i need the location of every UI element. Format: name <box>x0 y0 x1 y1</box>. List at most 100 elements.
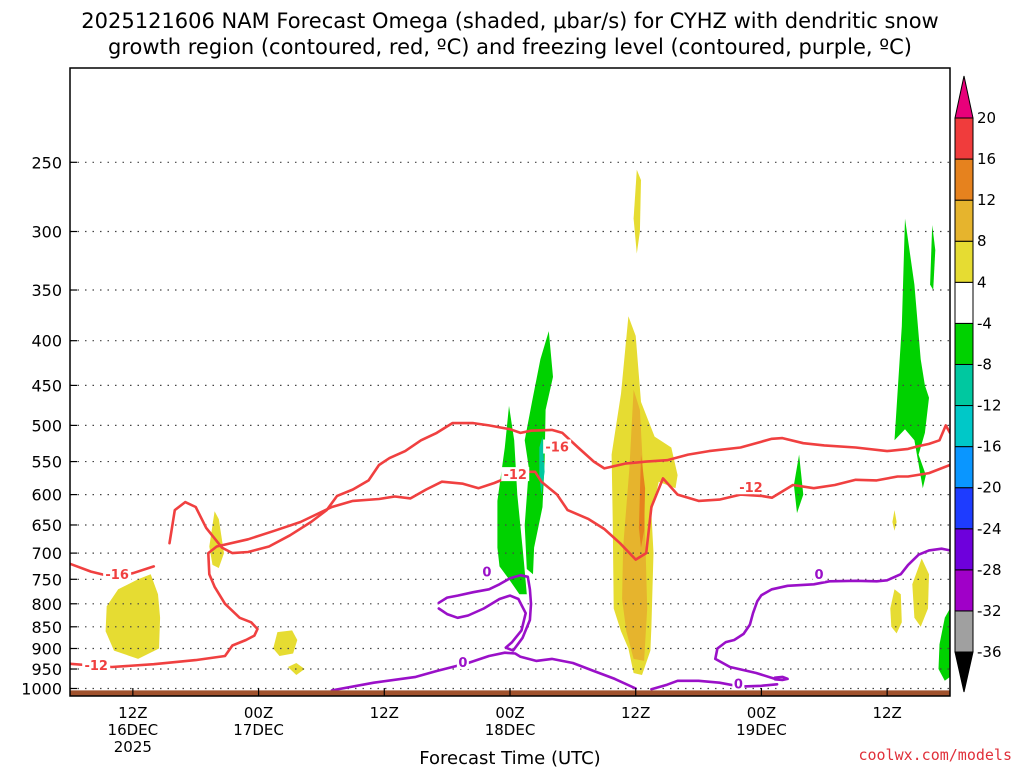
colorbar-band--4-to-4 <box>954 281 974 324</box>
colorbar-band--36-to--32 <box>954 610 974 653</box>
xtick-label-18-2: 17DEC <box>233 721 284 739</box>
xtick-label-66-2: 19DEC <box>736 721 787 739</box>
colorbar-label-4: 4 <box>977 273 987 291</box>
dgz-label-lower-minus12-bg <box>82 657 111 672</box>
fzl-label-18dec-upper: 0 <box>482 566 491 581</box>
pressure-axis: 250 300 350 400 450 500 550 600 650 700 750 800 850 9… <box>21 153 77 698</box>
colorbar-band-12-to-16 <box>954 158 974 201</box>
omega-ascent-19dec-b <box>890 589 902 634</box>
xtick-label-6-3: 2025 <box>114 738 152 756</box>
fzl-label-19dec-right: 0 <box>815 568 824 583</box>
ytick-label-500: 500 <box>31 416 62 435</box>
xtick-label-6-2: 16DEC <box>108 721 159 739</box>
ytick-label-600: 600 <box>31 486 62 505</box>
dgz-label-minus16-left: -16 <box>105 568 129 583</box>
freezing-level-18dec <box>330 651 637 692</box>
dgz-label-minus12-18dec: -12 <box>503 468 527 483</box>
xtick-label-66-1: 00Z <box>747 704 776 722</box>
chart-title-line-2: growth region (contoured, red, ºC) and f… <box>108 35 912 59</box>
ytick-label-1000: 1000 <box>21 679 62 698</box>
dgz-label-minus12-19dec-bg <box>736 480 765 495</box>
freezing-level-19dec <box>650 679 779 691</box>
colorbar-label--32: -32 <box>977 602 1002 620</box>
omega-ascent-18dec-upper <box>633 169 641 254</box>
fzl-label-18dec-lower: 0 <box>458 656 467 671</box>
colorbar-band-4-to-8 <box>954 240 974 283</box>
colorbar-label--20: -20 <box>977 479 1002 497</box>
dgz-minus12-upper <box>168 421 950 555</box>
colorbar-label--12: -12 <box>977 397 1002 415</box>
colorbar-band--20-to--16 <box>954 446 974 489</box>
xtick-label-54-1: 12Z <box>621 704 650 722</box>
colorbar-band--12-to--8 <box>954 363 974 407</box>
colorbar-band--8-to--4 <box>954 322 974 365</box>
omega-descent-19dec-d <box>938 608 950 681</box>
colorbar-label-12: 12 <box>977 191 996 209</box>
ytick-label-850: 850 <box>31 618 62 637</box>
freezing-level-18dec-loop <box>437 573 533 652</box>
ytick-label-550: 550 <box>31 453 62 472</box>
ytick-label-700: 700 <box>31 544 62 563</box>
ytick-label-950: 950 <box>31 660 62 679</box>
omega-descent-18dec-a <box>497 405 527 595</box>
dgz-label-minus16-18dec-bg <box>543 439 572 454</box>
plot-area: -12 -16 -12 -16 -12 0 0 0 0 <box>70 161 950 696</box>
ytick-label-400: 400 <box>31 332 62 351</box>
colorbar-label-16: 16 <box>977 150 996 168</box>
colorbar-label--28: -28 <box>977 561 1002 579</box>
contour-labels: -12 -16 -12 -16 -12 0 0 0 0 <box>82 439 826 693</box>
xtick-label-18-1: 00Z <box>244 704 273 722</box>
colorbar-label-8: 8 <box>977 232 987 250</box>
dgz-label-minus16-left-bg <box>103 567 132 582</box>
ytick-label-800: 800 <box>31 595 62 614</box>
xtick-label-6-1: 12Z <box>118 704 147 722</box>
plot-frame <box>69 67 951 697</box>
colorbar-label--24: -24 <box>977 520 1002 538</box>
xtick-label-42-1: 00Z <box>495 704 524 722</box>
chart-title-line-1: 2025121606 NAM Forecast Omega (shaded, μ… <box>81 9 938 33</box>
colorbar-label--16: -16 <box>977 438 1002 456</box>
fzl-label-18dec-upper-bg <box>480 564 493 579</box>
colorbar-under-arrow <box>954 651 974 693</box>
credit-link[interactable]: coolwx.com/models <box>858 746 1012 764</box>
freezing-level-19dec-loop <box>714 547 950 681</box>
freezing-level-19dec-blob <box>773 675 789 682</box>
ytick-label-350: 350 <box>31 281 62 300</box>
colorbar-band-8-to-12 <box>954 199 974 242</box>
omega-descent-19dec-c <box>930 225 936 290</box>
omega-ascent-19dec-c <box>912 558 929 627</box>
omega-descent-19dec-b <box>894 218 929 489</box>
dgz-label-minus16-18dec: -16 <box>545 441 569 456</box>
omega-descent-19dec-a <box>793 454 804 514</box>
colorbar-label--8: -8 <box>977 355 992 373</box>
xtick-label-78-1: 12Z <box>872 704 901 722</box>
dgz-label-minus12-18dec-bg <box>501 467 530 482</box>
ytick-label-250: 250 <box>31 153 62 172</box>
omega-ascent-18dec-peak <box>638 454 646 548</box>
x-axis-label: Forecast Time (UTC) <box>419 748 600 768</box>
fzl-label-19dec-right-bg <box>813 567 826 582</box>
omega-ascent-16dec-low <box>105 574 161 659</box>
colorbar-band--32-to--28 <box>954 569 974 612</box>
omega-shading <box>105 169 950 681</box>
colorbar-label-20: 20 <box>977 109 996 127</box>
dgz-label-lower-minus12: -12 <box>84 659 108 674</box>
dgz-label-minus12-19dec: -12 <box>739 481 763 496</box>
omega-descent-18dec-b <box>524 331 553 575</box>
colorbar-band--24-to--20 <box>954 487 974 530</box>
colorbar-band--16-to--12 <box>954 405 974 448</box>
ytick-label-750: 750 <box>31 570 62 589</box>
omega-ascent-17dec-a <box>273 630 298 656</box>
ytick-label-900: 900 <box>31 639 62 658</box>
fzl-label-19dec-lower-bg <box>732 676 745 691</box>
ytick-label-450: 450 <box>31 376 62 395</box>
omega-colorbar: -36 -32 -28 -24 -20 -16 -12 -8 -4 4 8 12 16 20 <box>954 75 1002 693</box>
colorbar-band--28-to--24 <box>954 528 974 571</box>
ytick-label-300: 300 <box>31 223 62 242</box>
colorbar-band-16-to-20 <box>954 117 974 160</box>
fzl-label-18dec-lower-bg <box>456 654 469 669</box>
colorbar-label--36: -36 <box>977 643 1002 661</box>
xtick-label-42-2: 18DEC <box>485 721 536 739</box>
